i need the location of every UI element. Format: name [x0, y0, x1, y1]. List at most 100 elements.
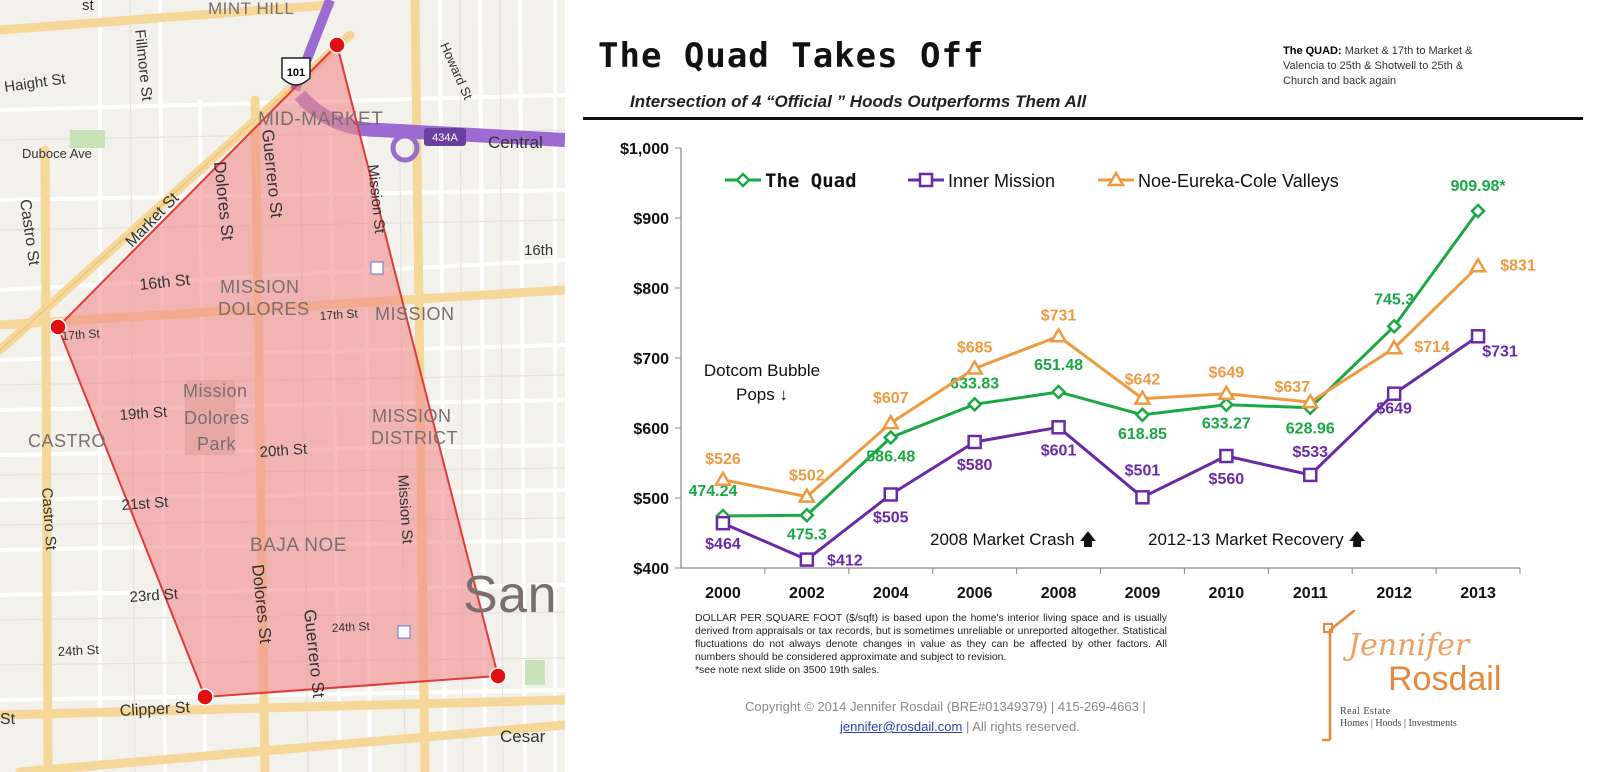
point-0-4	[1050, 384, 1067, 400]
hood-mission-district-2: DISTRICT	[371, 428, 458, 448]
point-1-5	[1135, 490, 1150, 505]
logo-tagline-1: Real Estate	[1340, 706, 1391, 717]
data-label-0-4: 651.48	[1034, 357, 1083, 374]
x-tick-label-2008: 2008	[1041, 585, 1077, 602]
pin-castro-17th[interactable]	[49, 318, 67, 336]
quad-definition-note: The QUAD: Market & 17th to Market & Vale…	[1283, 44, 1473, 89]
data-label-1-5: $501	[1125, 462, 1161, 479]
x-tick-label-2002: 2002	[789, 585, 825, 602]
point-0-8	[1386, 318, 1402, 335]
street-haight: Haight St	[3, 70, 67, 96]
data-label-2-7: $637	[1274, 379, 1310, 396]
legend-label-2: Noe-Eureka-Cole Valleys	[1138, 171, 1339, 191]
pin-church-25th[interactable]	[196, 688, 214, 706]
neighborhood-map[interactable]: 101 434A Haight St Fillmore St Duboce Av…	[0, 0, 565, 772]
street-cesar: Cesar	[500, 727, 546, 746]
annotation-dotcom-1: Dotcom Bubble	[704, 361, 820, 380]
street-fillmore: Fillmore St	[131, 29, 155, 103]
point-2-6	[1217, 384, 1236, 400]
data-label-0-7: 628.96	[1286, 421, 1335, 438]
series-line-0	[722, 210, 1480, 518]
data-label-0-5: 618.85	[1118, 426, 1167, 443]
chart-title: The Quad Takes Off	[598, 36, 985, 76]
point-1-0	[715, 515, 731, 531]
data-label-2-5: $642	[1125, 372, 1161, 389]
point-1-1	[799, 552, 815, 567]
data-label-0-8: 745.3	[1374, 291, 1414, 308]
street-20th: 20th St	[259, 441, 308, 461]
data-label-1-2: $505	[873, 510, 909, 527]
price-per-sqft-line-chart[interactable]: $400 $500 $600 $700 $800 $900 $1,000 2000 2002 20…	[565, 125, 1600, 605]
point-1-6	[1219, 448, 1234, 464]
point-2-0	[713, 470, 733, 487]
header-rule	[583, 117, 1583, 120]
street-duboce: Duboce Ave	[22, 146, 92, 161]
legend-label-1: Inner Mission	[948, 171, 1055, 191]
y-tick-label-500: $500	[633, 491, 669, 508]
x-tick-label-2004: 2004	[873, 585, 909, 602]
street-castro-lower: Castro St	[38, 487, 59, 551]
hood-mint-hill: MINT HILL	[208, 0, 294, 18]
y-tick-label-800: $800	[633, 281, 669, 298]
street-17th-b: 17th St	[319, 306, 359, 323]
pin-market-17th[interactable]	[328, 36, 346, 54]
us101-shield: 101	[281, 57, 311, 86]
point-1-2	[883, 487, 898, 502]
legend-marker-1	[918, 172, 934, 188]
hood-baja-noe: BAJA NOE	[250, 535, 347, 556]
street-partial-left: St	[0, 711, 16, 728]
street-castro-vertical: Castro St	[16, 198, 42, 267]
point-0-6	[1218, 396, 1235, 413]
data-label-2-3: $685	[957, 340, 993, 357]
x-tick-label-2010: 2010	[1209, 585, 1245, 602]
data-label-0-1: 475.3	[787, 526, 827, 543]
quad-note-text: Market & 17th to Market & Valencia to 25…	[1283, 45, 1473, 87]
pin-shotwell-25th[interactable]	[489, 667, 507, 685]
x-tick-label-2011: 2011	[1293, 585, 1328, 602]
hood-mission-dolores-1: MISSION	[220, 277, 300, 297]
data-label-2-6: $649	[1209, 365, 1245, 382]
annotation-recovery: 2012-13 Market Recovery 🡅	[1148, 530, 1366, 549]
x-tick-label-2009: 2009	[1125, 585, 1161, 602]
hood-park-1: Mission	[183, 381, 248, 401]
map-pins[interactable]	[49, 36, 507, 706]
rights-text: | All rights reserved.	[965, 719, 1080, 734]
legend-marker-0	[735, 172, 751, 188]
point-0-3	[966, 396, 983, 413]
hood-mission-dolores-2: DOLORES	[218, 299, 310, 319]
hood-park-3: Park	[197, 434, 237, 454]
footnote-asterisk: *see note next slide on 3500 19th sales.	[695, 665, 880, 676]
data-label-2-1: $502	[789, 468, 825, 485]
data-label-2-2: $607	[873, 390, 909, 407]
street-21st: 21st St	[121, 494, 170, 514]
exit-434a-text: 434A	[432, 132, 458, 144]
point-2-7	[1301, 392, 1320, 409]
street-mission-lower: Mission St	[394, 474, 416, 545]
street-24th: 24th St	[57, 642, 99, 659]
street-17th: 17th St	[61, 326, 101, 343]
x-tick-label-2012: 2012	[1376, 585, 1412, 602]
point-1-7	[1303, 467, 1318, 483]
hood-castro: CASTRO	[28, 431, 106, 451]
logo-tagline-2: Homes | Hoods | Investments	[1340, 718, 1457, 729]
transit-24th-mission-icon	[397, 625, 411, 639]
data-label-2-8: $714	[1414, 339, 1450, 356]
point-0-5	[1134, 407, 1151, 423]
street-clipper: Clipper St	[119, 699, 191, 720]
series-line-1	[722, 335, 1479, 562]
point-1-4	[1051, 420, 1066, 435]
footnote-text: DOLLAR PER SQUARE FOOT ($/sqft) is based…	[695, 613, 1167, 663]
hood-mission-top: MISSION	[375, 304, 455, 324]
email-link[interactable]: jennifer@rosdail.com	[840, 719, 963, 734]
logo-last-name: Rosdail	[1388, 660, 1502, 698]
point-2-2	[881, 413, 900, 430]
point-1-8	[1386, 386, 1402, 401]
point-2-3	[965, 359, 984, 375]
street-partial-top: st	[82, 0, 95, 14]
annotation-crash: 2008 Market Crash 🡅	[930, 530, 1097, 549]
data-label-1-1: $412	[827, 553, 863, 570]
y-tick-label-1000: $1,000	[620, 141, 669, 158]
point-0-1	[799, 507, 815, 524]
data-label-1-9: $731	[1482, 343, 1518, 360]
point-2-4	[1049, 326, 1068, 343]
